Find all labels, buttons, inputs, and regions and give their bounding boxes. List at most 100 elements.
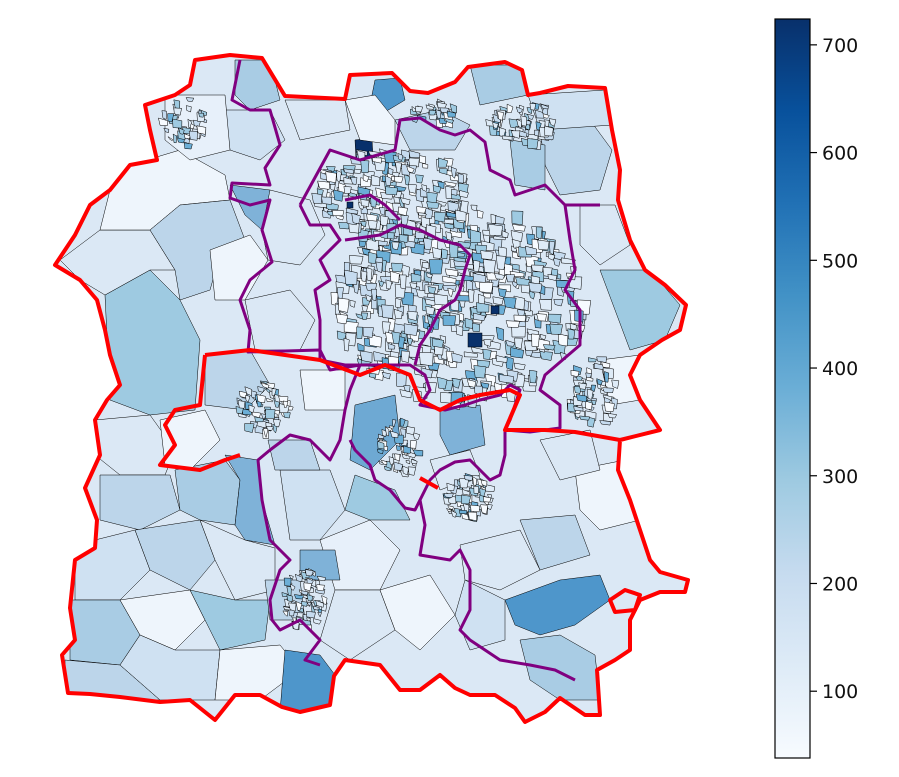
urban-cell bbox=[356, 326, 364, 339]
urban-cell bbox=[470, 346, 485, 354]
urban-cell bbox=[479, 282, 494, 294]
urban-cell bbox=[542, 344, 556, 351]
map-polygon bbox=[189, 589, 271, 651]
urban-cell bbox=[394, 453, 401, 462]
urban-cell bbox=[237, 412, 247, 418]
urban-cell bbox=[288, 602, 297, 612]
urban-cell bbox=[459, 509, 468, 515]
urban-cell bbox=[461, 494, 472, 505]
urban-cell bbox=[540, 103, 549, 110]
urban-cell bbox=[303, 582, 313, 592]
urban-cell bbox=[544, 125, 554, 137]
inner-boundary-inner2 bbox=[344, 193, 402, 222]
urban-cell bbox=[403, 445, 412, 454]
urban-cell bbox=[505, 339, 516, 347]
map-polygon bbox=[379, 574, 456, 651]
urban-cell bbox=[410, 440, 417, 449]
urban-cell bbox=[163, 127, 170, 134]
urban-cell bbox=[457, 173, 464, 184]
urban-cell bbox=[476, 359, 491, 368]
urban-cell bbox=[357, 342, 365, 352]
urban-cell bbox=[367, 219, 378, 230]
map-polygon bbox=[99, 474, 181, 531]
urban-cell bbox=[360, 199, 370, 207]
urban-cell bbox=[548, 118, 557, 127]
colorbar-tick-label: 600 bbox=[822, 143, 858, 165]
urban-cell bbox=[183, 142, 193, 150]
map-polygon bbox=[344, 94, 396, 146]
urban-cell bbox=[406, 165, 415, 174]
urban-cell bbox=[459, 190, 469, 198]
urban-cell bbox=[256, 394, 266, 403]
urban-cell bbox=[323, 206, 329, 213]
urban-cell bbox=[389, 430, 399, 439]
urban-cell bbox=[480, 250, 494, 260]
urban-cell bbox=[187, 118, 192, 129]
urban-cell bbox=[405, 459, 411, 465]
urban-cell bbox=[172, 133, 178, 144]
urban-cell bbox=[375, 261, 383, 274]
urban-cell bbox=[549, 240, 556, 255]
outer-boundaries-layer bbox=[53, 53, 690, 724]
urban-cell bbox=[421, 184, 427, 192]
urban-cell bbox=[424, 298, 437, 306]
urban-cell bbox=[492, 121, 499, 129]
urban-cell bbox=[260, 382, 270, 389]
urban-cell bbox=[447, 505, 454, 510]
urban-cell bbox=[473, 485, 479, 494]
urban-cell bbox=[514, 337, 523, 350]
urban-cell bbox=[282, 400, 289, 408]
urban-cell bbox=[480, 504, 489, 515]
urban-cell bbox=[326, 166, 336, 172]
urban-cell bbox=[376, 448, 384, 455]
urban-cell bbox=[463, 475, 474, 481]
urban-cell bbox=[293, 594, 304, 600]
urban-cell bbox=[449, 103, 458, 114]
urban-cell bbox=[419, 155, 426, 165]
urban-cell bbox=[495, 326, 504, 342]
colorbar-tick-label: 400 bbox=[822, 358, 858, 380]
urban-cell bbox=[198, 112, 205, 118]
urban-cell bbox=[400, 417, 406, 427]
urban-cell bbox=[415, 105, 424, 113]
urban-cell bbox=[381, 304, 394, 319]
urban-cell bbox=[451, 378, 461, 389]
urban-cell bbox=[553, 299, 564, 307]
outer-boundary-study-area bbox=[53, 53, 690, 724]
urban-cell bbox=[161, 110, 167, 120]
urban-cell bbox=[450, 509, 457, 518]
urban-cell bbox=[244, 386, 253, 396]
urban-cell bbox=[289, 583, 296, 591]
urban-cell bbox=[391, 331, 401, 345]
urban-cell bbox=[412, 432, 421, 440]
urban-cell bbox=[496, 255, 507, 270]
urban-cell bbox=[466, 379, 476, 388]
urban-cell bbox=[529, 103, 536, 111]
map-polygon bbox=[149, 199, 246, 301]
inner-boundary-north bbox=[298, 116, 600, 207]
map-polygon bbox=[459, 529, 541, 591]
urban-cell bbox=[437, 101, 448, 109]
urban-cell bbox=[371, 288, 377, 302]
urban-cell bbox=[411, 105, 416, 113]
urban-cell bbox=[531, 333, 540, 348]
urban-cell bbox=[432, 185, 442, 194]
urban-cell bbox=[423, 237, 433, 251]
urban-cell bbox=[188, 130, 198, 141]
urban-cell bbox=[317, 612, 322, 617]
urban-cell bbox=[531, 264, 544, 273]
urban-cell bbox=[497, 111, 504, 121]
urban-cell bbox=[547, 253, 556, 261]
urban-cell bbox=[313, 618, 322, 625]
urban-cell bbox=[515, 276, 530, 286]
urban-cell bbox=[343, 269, 358, 285]
urban-cell bbox=[397, 152, 404, 161]
urban-cell bbox=[167, 136, 173, 141]
urban-cell bbox=[294, 573, 303, 583]
urban-cell bbox=[343, 186, 352, 194]
urban-cell bbox=[437, 376, 448, 390]
urban-cell bbox=[463, 351, 478, 358]
urban-cell bbox=[349, 255, 364, 265]
urban-cell bbox=[503, 296, 517, 309]
